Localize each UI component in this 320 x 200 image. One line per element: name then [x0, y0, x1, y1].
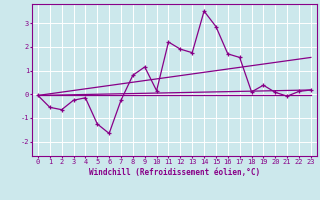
X-axis label: Windchill (Refroidissement éolien,°C): Windchill (Refroidissement éolien,°C): [89, 168, 260, 177]
